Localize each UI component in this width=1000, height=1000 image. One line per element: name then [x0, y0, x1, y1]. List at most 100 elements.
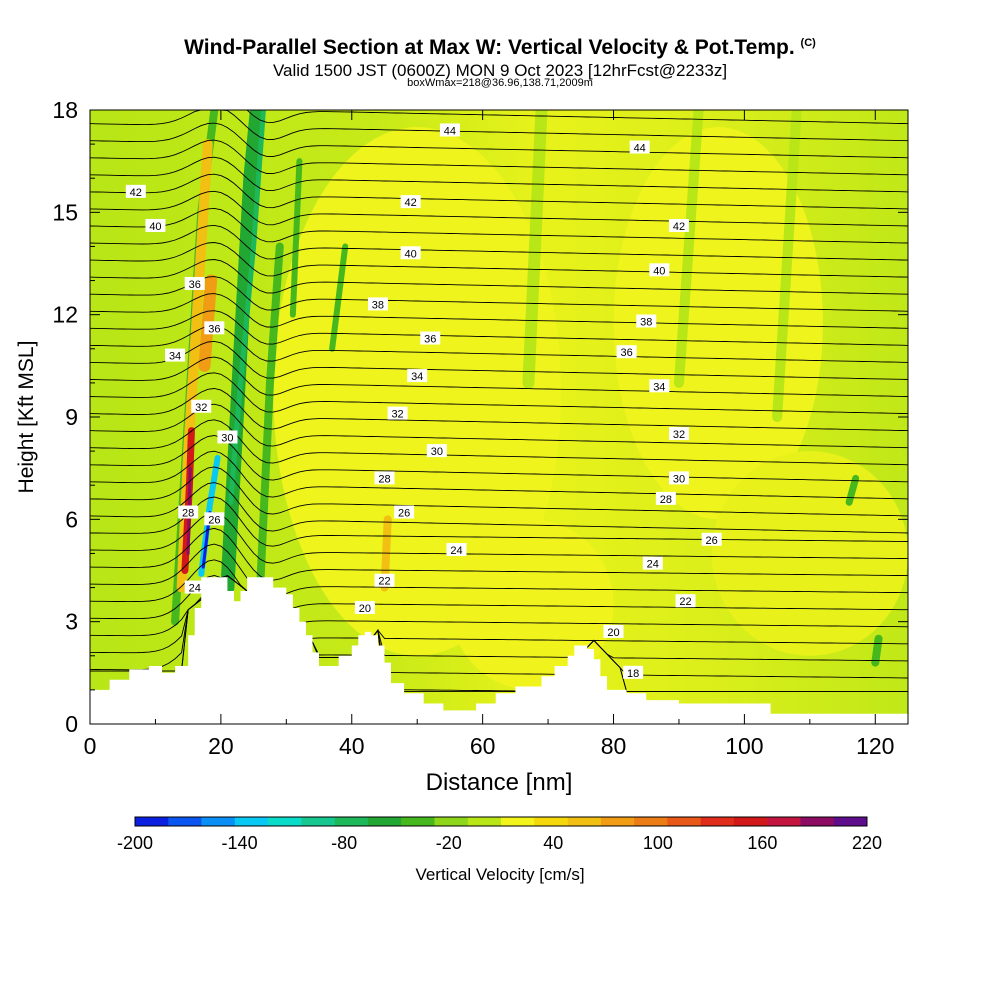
y-tick-label: 15: [52, 199, 78, 225]
isentrope-label: 26: [208, 514, 220, 526]
x-axis: 0 20 40 60 80 100 120: [84, 110, 894, 759]
isentrope-label-bg: [400, 195, 421, 209]
x-tick-label: 120: [856, 733, 894, 759]
isentrope-label-bg: [655, 491, 676, 505]
colorbar-frame: [134, 816, 868, 827]
colorbar-segment: [234, 817, 269, 826]
colorbar-label: Vertical Velocity [cm/s]: [415, 865, 584, 884]
terrain-mask: [90, 577, 908, 724]
isentrope-label: 44: [634, 143, 646, 155]
chart-subtitle: Valid 1500 JST (0600Z) MON 9 Oct 2023 [1…: [272, 61, 728, 80]
title-mark: (C): [800, 37, 816, 49]
isentrope-label-bg: [649, 263, 670, 277]
isentrope-line: [90, 276, 908, 312]
isentrope-label-bg: [145, 218, 166, 232]
colorbar-segment: [367, 817, 402, 826]
velocity-streak: [289, 158, 303, 318]
isentrope-line: [90, 419, 908, 466]
isentrope-label-bg: [439, 123, 460, 137]
isentrope-label-bg: [394, 505, 415, 519]
y-tick-label: 9: [65, 404, 78, 430]
velocity-streak: [673, 110, 704, 388]
colorbar-tick-label: 160: [747, 833, 777, 853]
isentrope-label-bg: [629, 140, 650, 154]
colorbar-segment: [268, 817, 302, 826]
isentrope-label-bg: [165, 348, 186, 362]
isentrope-label: 32: [391, 409, 403, 421]
isentrope-label-bg: [204, 321, 225, 335]
colorbar-segment: [767, 817, 801, 826]
velocity-streak: [845, 474, 860, 506]
colorbar-segment: [301, 817, 335, 826]
isentrope-label-bg: [125, 184, 146, 198]
colorbar-segment: [733, 817, 768, 826]
colorbar-segment: [201, 817, 236, 826]
x-tick-label: 80: [601, 733, 627, 759]
colorbar-tick-label: 100: [643, 833, 673, 853]
isentrope-label: 42: [130, 187, 142, 199]
isentrope-label-bg: [184, 580, 205, 594]
isentrope-label-bg: [668, 427, 689, 441]
isentrope-label-bg: [701, 532, 722, 546]
isentrope-label: 34: [169, 351, 181, 363]
colorbar-segment: [135, 817, 169, 826]
isentrope-label: 22: [378, 576, 390, 588]
isentrope-label-bg: [354, 601, 375, 615]
colorbar-segment: [467, 817, 502, 826]
isentrope-line: [90, 403, 908, 449]
isentrope-label: 40: [405, 248, 417, 260]
isentrope-label: 38: [640, 316, 652, 328]
isentrope-line: [90, 466, 908, 517]
colorbar-segment: [634, 817, 668, 826]
colorbar-segment: [567, 817, 602, 826]
isentrope-line: [90, 512, 908, 564]
isentrope-label-bg: [374, 471, 395, 485]
isentrope-line: [90, 224, 908, 261]
colorbar-segment: [534, 817, 568, 826]
isentrope-line: [90, 482, 908, 534]
isentrope-label: 28: [660, 494, 672, 506]
isentrope-label: 28: [378, 473, 390, 485]
isentrope-label: 42: [405, 197, 417, 209]
y-axis-label: Height [Kft MSL]: [15, 341, 38, 494]
y-tick-label: 12: [52, 302, 78, 328]
isentrope-label-bg: [649, 379, 670, 393]
isentrope-label-bg: [668, 471, 689, 485]
isentrope-label-bg: [178, 505, 199, 519]
plot-area: 44 44 42 42 42 40 40 40 36 38 38 36 36 36 34 34 34 32 32 32…: [90, 110, 908, 724]
x-tick-label: 100: [725, 733, 763, 759]
colorbar-segment: [168, 817, 202, 826]
isentrope-label-bg: [616, 345, 637, 359]
isentrope-line: [90, 156, 908, 193]
colorbar-segment: [600, 817, 635, 826]
isentrope-line: [90, 325, 908, 363]
velocity-streak: [772, 110, 802, 422]
isentrope-label: 36: [620, 347, 632, 359]
colorbar-ticks: -200 -140 -80 -20 40 100 160 220: [117, 833, 882, 853]
isentrope-line: [90, 496, 908, 547]
isentrope-line: [90, 372, 908, 415]
colorbar-segment: [833, 817, 868, 826]
isentrope-label-bg: [426, 444, 447, 458]
colorbar-segment: [700, 817, 735, 826]
y-tick-label: 6: [65, 506, 78, 532]
isentrope-line: [90, 559, 908, 614]
colorbar-tick-label: -200: [117, 833, 153, 853]
isentrope-label: 24: [450, 545, 462, 557]
isentrope-label-bg: [446, 543, 467, 557]
isentrope-label: 36: [189, 279, 201, 291]
velocity-patch: [449, 519, 614, 690]
isentrope-label: 28: [182, 508, 194, 520]
chart-title: Wind-Parallel Section at Max W: Vertical…: [184, 36, 816, 59]
x-tick-label: 40: [339, 733, 365, 759]
isentrope-label: 32: [195, 402, 207, 414]
isentrope-line: [90, 190, 908, 227]
isentrope-line: [90, 574, 908, 645]
isentrope-label: 38: [372, 299, 384, 311]
x-axis-label: Distance [nm]: [426, 769, 573, 796]
isentrope-line: [90, 139, 908, 176]
x-tick-label: 0: [84, 733, 97, 759]
y-tick-label: 3: [65, 609, 78, 635]
